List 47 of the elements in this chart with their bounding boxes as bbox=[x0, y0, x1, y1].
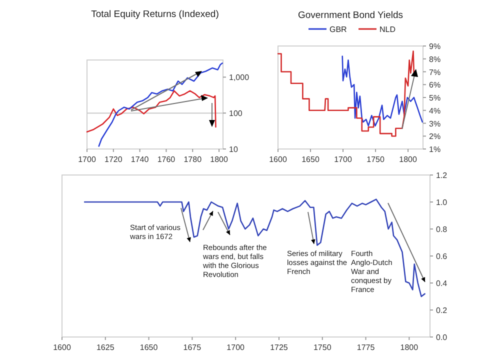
y-tick-label: 1% bbox=[429, 145, 441, 154]
x-tick-label: 1750 bbox=[366, 155, 385, 164]
y-tick-label: 10 bbox=[229, 145, 238, 154]
y-tick-label: 9% bbox=[429, 42, 441, 51]
y-tick-label: 0.6 bbox=[436, 252, 448, 261]
x-tick-label: 1780 bbox=[184, 155, 202, 164]
x-tick-label: 1800 bbox=[210, 155, 228, 164]
y-tick-label: 2% bbox=[429, 132, 441, 142]
y-tick-label: 0.0 bbox=[436, 333, 448, 342]
y-tick-label: 7% bbox=[429, 68, 441, 77]
line-series bbox=[86, 90, 216, 133]
chart-title: Total Equity Returns (Indexed) bbox=[91, 9, 219, 20]
chart-title: Government Bond Yields bbox=[298, 10, 404, 21]
x-tick-label: 1800 bbox=[400, 343, 419, 352]
x-tick-label: 1650 bbox=[302, 155, 320, 164]
x-tick-label: 1700 bbox=[226, 343, 246, 352]
x-tick-label: 1600 bbox=[53, 343, 72, 352]
legend-label: GBR bbox=[330, 25, 348, 34]
y-tick-label: 1,000 bbox=[229, 73, 250, 82]
line-series bbox=[98, 62, 223, 147]
y-tick-label: 4% bbox=[429, 106, 441, 116]
y-tick-label: 0.8 bbox=[436, 225, 448, 234]
y-tick-label: 6% bbox=[429, 80, 441, 90]
x-tick-label: 1760 bbox=[157, 155, 176, 164]
x-tick-label: 1625 bbox=[96, 343, 115, 352]
y-tick-label: 5% bbox=[429, 94, 441, 102]
y-tick-label: 0.4 bbox=[436, 279, 448, 288]
y-tick-label: 1.2 bbox=[436, 171, 448, 180]
line-series bbox=[84, 198, 426, 298]
line-series bbox=[342, 56, 423, 126]
y-tick-label: 0.2 bbox=[436, 306, 448, 315]
x-tick-label: 1775 bbox=[356, 343, 376, 352]
x-tick-label: 1740 bbox=[130, 155, 150, 164]
y-tick-label: 8% bbox=[429, 54, 441, 64]
y-tick-label: 100 bbox=[229, 109, 243, 118]
y-tick-label: 3% bbox=[429, 119, 441, 128]
x-tick-label: 1720 bbox=[104, 155, 123, 164]
x-tick-label: 1650 bbox=[140, 343, 158, 352]
x-tick-label: 1675 bbox=[183, 343, 202, 352]
x-tick-label: 1700 bbox=[78, 155, 96, 164]
x-tick-label: 1700 bbox=[334, 155, 352, 164]
legend-label: NLD bbox=[380, 25, 396, 34]
x-tick-label: 1600 bbox=[269, 155, 288, 164]
x-tick-label: 1725 bbox=[270, 343, 288, 352]
y-tick-label: 1.0 bbox=[436, 198, 448, 207]
x-tick-label: 1750 bbox=[313, 343, 332, 352]
x-tick-label: 1800 bbox=[399, 155, 418, 164]
